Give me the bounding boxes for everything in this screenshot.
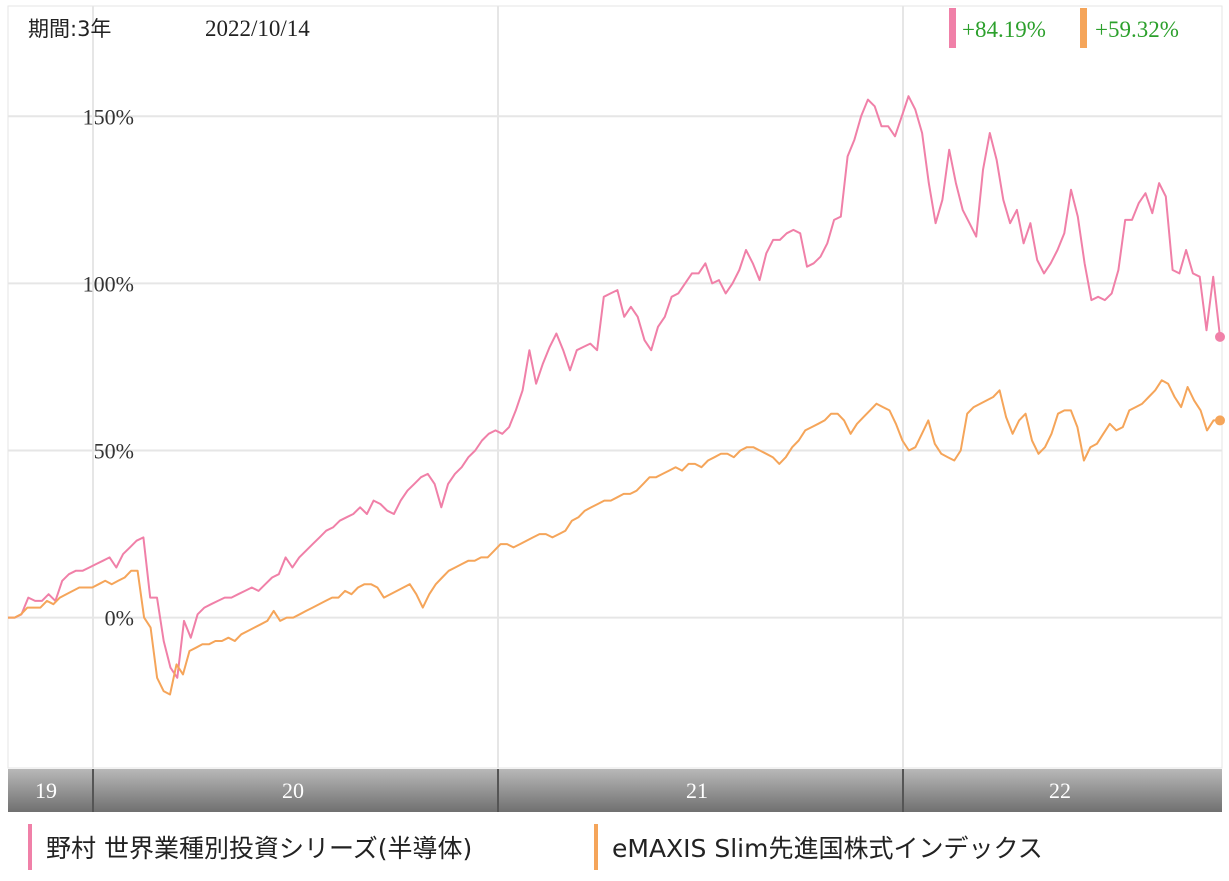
chart-header: 期間:3年 2022/10/14 +84.19% +59.32%	[28, 8, 1179, 48]
return-swatch-orange	[1080, 8, 1087, 48]
x-tick-label-1: 20	[282, 778, 304, 803]
x-axis-bar-bg	[8, 769, 1222, 812]
x-tick-label-2: 21	[686, 778, 708, 803]
y-tick-label-0: 0%	[105, 606, 134, 631]
date-label: 2022/10/14	[205, 16, 310, 41]
legend-label-orange: eMAXIS Slim先進国株式インデックス	[612, 834, 1043, 863]
legend-item-orange: eMAXIS Slim先進国株式インデックス	[594, 824, 1043, 870]
plot-frame	[7, 5, 1223, 769]
series-line-1	[8, 379, 1220, 696]
return-value-orange: +59.32%	[1095, 17, 1179, 42]
legend-swatch-orange	[594, 824, 598, 870]
gridlines	[7, 5, 1223, 769]
series-endpoint-0	[1215, 331, 1225, 342]
y-tick-label-3: 150%	[83, 104, 134, 129]
legend: 野村 世界業種別投資シリーズ(半導体) eMAXIS Slim先進国株式インデッ…	[0, 812, 1229, 881]
return-swatch-pink	[949, 8, 956, 48]
series-lines	[8, 95, 1225, 696]
series-endpoint-1	[1215, 415, 1225, 426]
legend-item-pink: 野村 世界業種別投資シリーズ(半導体)	[28, 824, 472, 870]
y-tick-label-1: 50%	[94, 439, 134, 464]
y-axis-ticks: 0% 50% 100% 150%	[83, 104, 134, 630]
period-label: 期間:3年	[28, 17, 111, 41]
legend-swatch-pink	[28, 824, 32, 870]
x-axis-bar: 19 20 21 22	[8, 769, 1222, 812]
x-tick-label-0: 19	[35, 778, 57, 803]
legend-label-pink: 野村 世界業種別投資シリーズ(半導体)	[46, 834, 473, 863]
series-line-0	[8, 95, 1221, 679]
y-tick-label-2: 100%	[83, 271, 134, 296]
x-tick-label-3: 22	[1049, 778, 1071, 803]
line-chart: 0% 50% 100% 150% 19 20 21 22 期間:3年 2022/10/14 …	[7, 5, 1225, 812]
return-value-pink: +84.19%	[962, 17, 1046, 42]
